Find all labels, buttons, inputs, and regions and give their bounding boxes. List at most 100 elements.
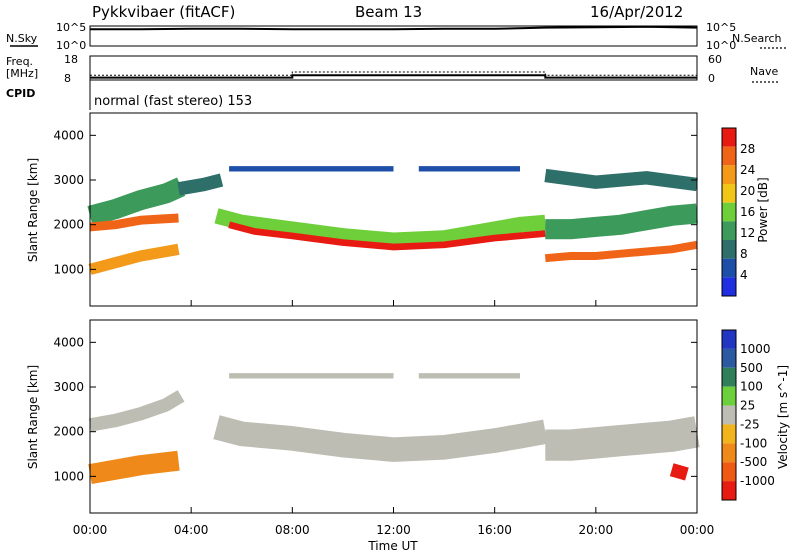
nsky-line (90, 25, 698, 31)
colorbar-tick-label: 24 (740, 163, 755, 177)
nave-tick-high: 60 (708, 53, 722, 66)
cpid-label: CPID (6, 87, 35, 100)
freq-label: Freq. (6, 55, 33, 68)
nsearch-label: N.Search (732, 32, 782, 45)
nave-label: Nave (750, 65, 778, 78)
colorbar-segment (722, 348, 736, 368)
beam-label: Beam 13 (355, 3, 422, 21)
power-panel-frame (89, 112, 698, 307)
colorbar-tick-label: 500 (740, 361, 763, 375)
colorbar-segment (722, 165, 736, 184)
y-tick-label: 4000 (53, 335, 84, 349)
colorbar-segment (722, 128, 736, 147)
colorbar-tick-label: -25 (740, 417, 760, 431)
scatter-band (669, 463, 689, 481)
y-tick-label: 3000 (53, 173, 84, 187)
colorbar-segment (722, 443, 736, 463)
velocity-bands (88, 373, 700, 485)
velocity-panel-frame (89, 319, 698, 514)
colorbar-segment (722, 258, 736, 278)
noise-panel-frame (89, 25, 698, 47)
freq-tick-high: 18 (64, 53, 78, 66)
x-axis-label: Time UT (367, 539, 418, 553)
colorbar-segment (722, 330, 736, 349)
noise-panel: N.Sky 10^5 10^0 N.Search 10^5 10^0 (6, 21, 788, 52)
colorbar-tick-label: 28 (740, 142, 755, 156)
power-colorbar-label: Power [dB] (756, 177, 770, 242)
velocity-colorbar-label: Velocity [m s^-1] (776, 365, 790, 469)
nsky-label: N.Sky (6, 32, 38, 45)
scatter-band (88, 390, 185, 432)
power-bands (87, 166, 698, 275)
colorbar-tick-label: -500 (740, 455, 767, 469)
velocity-ylabel: Slant Range [km] (26, 365, 40, 469)
freq-tick-low: 8 (64, 72, 71, 85)
y-tick-label: 2000 (53, 218, 84, 232)
scatter-band (214, 208, 546, 249)
scatter-band (88, 243, 180, 275)
scatter-band (213, 415, 548, 462)
colorbar-segment (722, 221, 736, 240)
x-axis: 00:00 04:00 08:00 12:00 16:00 20:00 00:00 (73, 300, 714, 537)
colorbar-segment (722, 277, 736, 296)
colorbar-frame (721, 127, 737, 297)
colorbar-tick-label: 4 (740, 268, 748, 282)
y-tick-label: 1000 (53, 469, 84, 483)
freq-unit-label: [MHz] (6, 67, 38, 80)
power-panel: 4000 3000 2000 1000 Slant Range [km] 28 24 20… (26, 112, 770, 307)
x-tick-label: 08:00 (275, 523, 310, 537)
colorbar-tick-label: 16 (740, 205, 755, 219)
noise-tick-low-left: 10^0 (56, 39, 86, 52)
noise-tick-low-right: 10^0 (706, 39, 736, 52)
power-y-axis: 4000 3000 2000 1000 (53, 128, 697, 276)
noise-tick-high-left: 10^5 (56, 21, 86, 34)
colorbar-segment (722, 405, 736, 425)
colorbar-segment (722, 146, 736, 166)
colorbar-tick-label: 1000 (740, 342, 771, 356)
scatter-band (545, 203, 698, 240)
y-tick-label: 3000 (53, 380, 84, 394)
nave-tick-low: 0 (708, 72, 715, 85)
colorbar-tick-label: 100 (740, 380, 763, 394)
freq-panel-frame (89, 55, 698, 81)
scatter-band (89, 213, 179, 232)
freq-line (90, 74, 697, 79)
noise-tick-high-right: 10^5 (706, 21, 736, 34)
velocity-colorbar: 1000 500 100 25 -25 -100 -500 -1000 (721, 329, 775, 501)
power-colorbar: 28 24 20 16 12 8 4 (721, 127, 755, 297)
colorbar-tick-label: 20 (740, 184, 755, 198)
velocity-y-axis: 4000 3000 2000 1000 (53, 335, 697, 483)
colorbar-segment (722, 240, 736, 259)
scatter-band (545, 416, 700, 461)
x-tick-label: 20:00 (579, 523, 614, 537)
y-tick-label: 2000 (53, 425, 84, 439)
x-tick-label: 00:00 (73, 523, 108, 537)
y-tick-label: 4000 (53, 128, 84, 142)
colorbar-segment (722, 481, 736, 500)
scatter-band (88, 450, 180, 485)
velocity-panel: 4000 3000 2000 1000 Slant Range [km] 1000 50… (26, 319, 790, 514)
scatter-band (544, 168, 698, 192)
x-tick-label: 12:00 (376, 523, 411, 537)
date-label: 16/Apr/2012 (590, 3, 683, 21)
cpid-text: normal (fast stereo) 153 (94, 94, 252, 109)
colorbar-segment (722, 386, 736, 406)
colorbar-tick-label: -100 (740, 436, 767, 450)
x-tick-label: 16:00 (477, 523, 512, 537)
y-tick-label: 1000 (53, 262, 84, 276)
colorbar-segment (722, 367, 736, 387)
colorbar-segment (722, 184, 736, 203)
scatter-band (544, 240, 698, 263)
colorbar-tick-label: 8 (740, 247, 748, 261)
plot-title: Pykkvibaer (fitACF) (92, 3, 235, 21)
power-ylabel: Slant Range [km] (26, 158, 40, 262)
x-tick-label: 04:00 (174, 523, 209, 537)
colorbar-tick-label: 12 (740, 226, 755, 240)
scatter-band (177, 173, 224, 196)
colorbar-frame (721, 329, 737, 501)
freq-panel: Freq. [MHz] 18 8 60 0 Nave (6, 53, 780, 85)
scatter-band (228, 221, 546, 251)
colorbar-segment (722, 462, 736, 482)
colorbar-segment (722, 424, 736, 444)
